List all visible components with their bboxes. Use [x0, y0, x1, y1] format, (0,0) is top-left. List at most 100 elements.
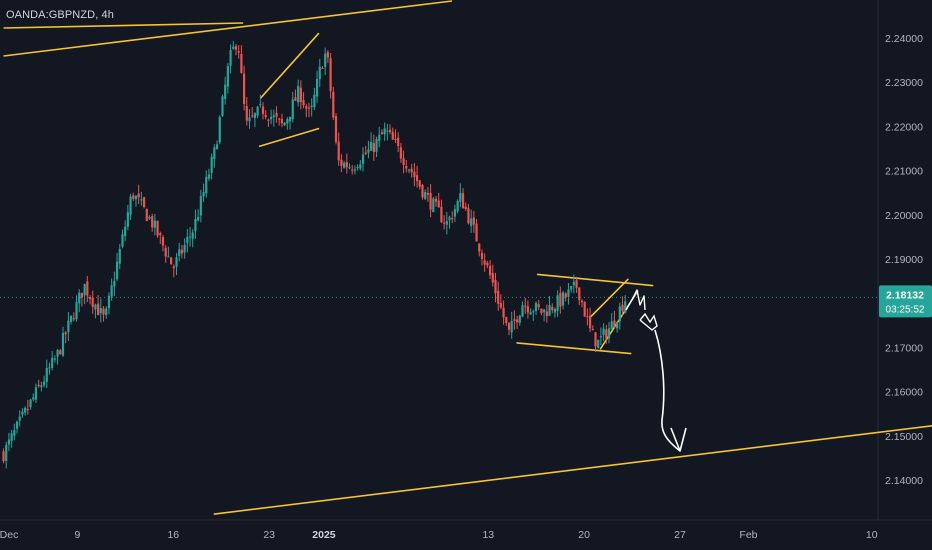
- candle-body: [161, 237, 165, 246]
- candle-body: [121, 234, 124, 247]
- projection-zigzag: [625, 289, 646, 311]
- candle-body: [202, 192, 205, 197]
- candle-body: [275, 113, 278, 117]
- range-upper[interactable]: [536, 273, 654, 287]
- candle-body: [253, 113, 257, 118]
- candle-body: [518, 315, 521, 323]
- candle-body: [486, 262, 489, 266]
- candle-body: [175, 257, 178, 267]
- candle-body: [345, 162, 348, 168]
- candle-body: [434, 198, 438, 202]
- candle-body: [453, 209, 457, 217]
- candle-body: [402, 158, 405, 165]
- candlestick-series: [2, 40, 627, 469]
- lower-channel-long[interactable]: [213, 424, 932, 515]
- candle-body: [470, 218, 473, 226]
- candle-body: [207, 174, 211, 179]
- candle-body: [499, 303, 502, 308]
- candle-body: [407, 169, 411, 171]
- candle-body: [472, 217, 475, 225]
- candle-body: [540, 308, 543, 314]
- x-tick-label: Feb: [739, 529, 757, 541]
- candle-body: [105, 308, 108, 316]
- top-horizontal-line[interactable]: [3, 22, 244, 29]
- candle-body: [229, 50, 232, 66]
- candle-body: [361, 154, 365, 164]
- candle-body: [180, 249, 184, 254]
- candle-body: [32, 397, 35, 400]
- candle-body: [88, 296, 92, 299]
- candle-body: [305, 106, 308, 109]
- candle-body: [372, 142, 375, 153]
- candle-body: [580, 300, 584, 303]
- candle-body: [410, 168, 413, 173]
- candle-body: [199, 196, 202, 216]
- candle-body: [616, 322, 619, 329]
- candle-body: [370, 141, 373, 151]
- candle-body: [245, 106, 248, 121]
- candle-body: [505, 316, 508, 323]
- candle-body: [197, 216, 200, 221]
- candle-body: [261, 106, 265, 114]
- candle-body: [83, 283, 86, 296]
- candle-body: [118, 248, 121, 264]
- candle-body: [221, 96, 224, 116]
- candle-body: [556, 295, 559, 311]
- candle-body: [126, 212, 129, 227]
- candle-body: [94, 304, 97, 310]
- candle-body: [256, 106, 259, 116]
- candle-body: [532, 311, 535, 313]
- candle-body: [610, 321, 613, 330]
- upper-channel-long[interactable]: [3, 0, 453, 57]
- candle-body: [413, 171, 416, 178]
- candle-body: [307, 107, 311, 109]
- candle-body: [37, 384, 40, 387]
- candle-body: [294, 97, 297, 101]
- candle-body: [86, 281, 89, 296]
- candle-body: [570, 286, 573, 290]
- candle-body: [132, 195, 135, 199]
- candle-body: [315, 78, 319, 97]
- flag-upper[interactable]: [260, 32, 320, 99]
- candle-body: [521, 305, 524, 317]
- candle-body: [134, 195, 138, 200]
- candle-body: [586, 316, 589, 318]
- candle-body: [78, 292, 81, 304]
- candle-body: [440, 206, 443, 223]
- x-tick-label: 20: [578, 529, 590, 541]
- candle-body: [251, 115, 254, 117]
- candle-body: [497, 290, 500, 304]
- candle-body: [624, 301, 627, 313]
- candle-body: [424, 192, 427, 199]
- candle-body: [415, 175, 419, 182]
- candle-body: [15, 421, 19, 429]
- candle-body: [534, 303, 538, 311]
- candle-body: [318, 66, 321, 80]
- candle-body: [567, 289, 570, 297]
- candle-body: [456, 200, 459, 212]
- candle-body: [113, 281, 116, 287]
- candle-body: [18, 416, 21, 421]
- candle-body: [451, 218, 454, 220]
- candle-body: [334, 116, 338, 142]
- candle-body: [213, 147, 216, 159]
- symbol-title[interactable]: OANDA:GBPNZD, 4h: [6, 9, 114, 21]
- candle-body: [437, 200, 440, 208]
- x-tick-label: 10: [866, 529, 878, 541]
- candle-body: [443, 222, 446, 224]
- candle-body: [56, 349, 59, 357]
- candle-body: [10, 433, 13, 441]
- candle-body: [286, 119, 289, 124]
- candle-body: [594, 332, 597, 347]
- range-lower[interactable]: [516, 342, 632, 355]
- candle-body: [397, 137, 400, 146]
- candle-body: [13, 430, 16, 436]
- flag-lower[interactable]: [258, 127, 320, 148]
- candle-body: [283, 122, 286, 126]
- candle-body: [561, 292, 565, 306]
- candle-body: [310, 105, 313, 108]
- wedge-upper[interactable]: [590, 278, 629, 318]
